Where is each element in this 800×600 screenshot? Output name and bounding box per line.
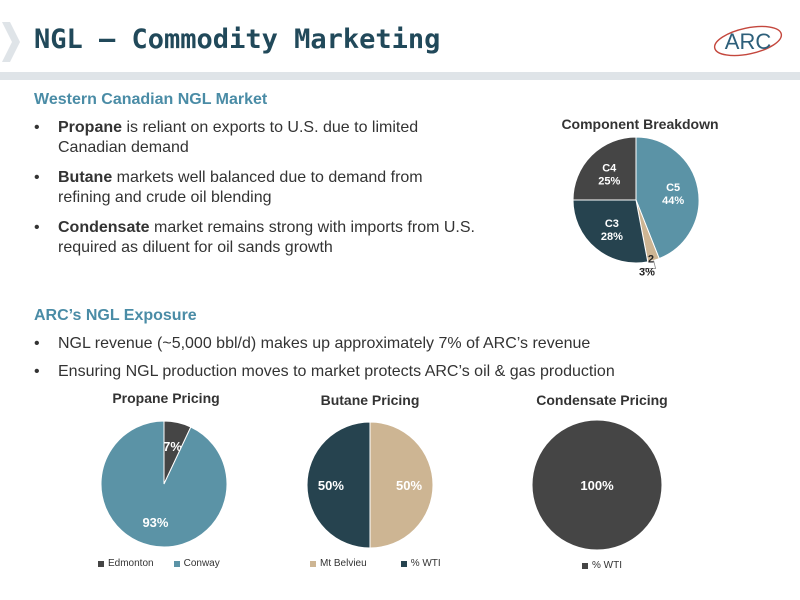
chart-title-propane: Propane Pricing bbox=[112, 390, 220, 406]
pie-slice-c4 bbox=[572, 136, 637, 201]
chart-title-condensate: Condensate Pricing bbox=[536, 392, 668, 408]
bullet-keyword: Condensate bbox=[58, 219, 150, 236]
legend-item: Edmonton bbox=[98, 558, 154, 569]
logo-text: ARC bbox=[725, 29, 772, 54]
header-divider bbox=[0, 72, 800, 80]
legend-swatch bbox=[98, 560, 104, 567]
section-heading-market: Western Canadian NGL Market bbox=[34, 91, 268, 108]
bullet-text-cont: required as diluent for oil sands growth bbox=[58, 239, 333, 256]
slice-category: C3 bbox=[605, 218, 619, 230]
pie-slice-c3 bbox=[572, 199, 649, 264]
legend-label: Edmonton bbox=[108, 558, 154, 569]
slice-label: 100% bbox=[580, 478, 614, 493]
slice-label: C3 28% bbox=[601, 218, 623, 243]
bullet-text: markets well balanced due to demand from bbox=[112, 169, 423, 186]
slice-label: 50% bbox=[318, 478, 344, 493]
pie-slice-mt-belvieu bbox=[369, 421, 434, 549]
slice-label: 7% bbox=[163, 439, 182, 454]
bullet-text: NGL revenue (~5,000 bbl/d) makes up appr… bbox=[58, 335, 591, 352]
bullet-ngl-revenue: • NGL revenue (~5,000 bbl/d) makes up app… bbox=[34, 335, 591, 352]
legend-swatch bbox=[173, 560, 180, 567]
legend-label: % WTI bbox=[592, 560, 622, 571]
legend-label: Conway bbox=[183, 558, 220, 569]
propane-legend: Edmonton Conway bbox=[98, 558, 220, 569]
pie-slice-c5 bbox=[635, 136, 700, 260]
condensate-pricing-pie: 100% bbox=[531, 419, 663, 551]
bullet-keyword: Propane bbox=[58, 119, 123, 136]
chevron-right-icon bbox=[2, 22, 20, 62]
slice-value: 28% bbox=[601, 231, 623, 243]
bullet-keyword: Butane bbox=[58, 169, 113, 186]
bullet-text: market remains strong with imports from … bbox=[149, 219, 475, 236]
section-heading-exposure: ARC’s NGL Exposure bbox=[34, 307, 197, 324]
legend-label: Mt Belvieu bbox=[320, 558, 367, 569]
legend-swatch bbox=[582, 562, 588, 569]
pie-slice-wti bbox=[306, 421, 371, 549]
bullet-text-cont: Canadian demand bbox=[58, 139, 189, 156]
slice-category: C4 bbox=[602, 162, 617, 174]
market-bullet-list: • Propane is reliant on exports to U.S. … bbox=[34, 118, 534, 258]
bullet-condensate: • Condensate market remains strong with … bbox=[34, 219, 475, 256]
page-title: NGL – Commodity Marketing bbox=[34, 24, 441, 55]
bullet-text: Ensuring NGL production moves to market … bbox=[58, 363, 615, 380]
bullet-propane: • Propane is reliant on exports to U.S. … bbox=[34, 119, 419, 156]
legend-item: % WTI bbox=[582, 560, 622, 571]
chart-title-component: Component Breakdown bbox=[561, 116, 719, 132]
slice-category: C5 bbox=[666, 182, 680, 194]
bullet-text-cont: refining and crude oil blending bbox=[58, 189, 272, 206]
legend-swatch bbox=[400, 560, 407, 567]
arc-logo: ARC bbox=[713, 25, 783, 57]
bullet-text: is reliant on exports to U.S. due to lim… bbox=[122, 119, 419, 136]
legend-label: % WTI bbox=[410, 558, 441, 569]
slice-label: C4 25% bbox=[598, 162, 620, 187]
exposure-bullet-list: • NGL revenue (~5,000 bbl/d) makes up app… bbox=[34, 334, 734, 382]
legend-item: Conway bbox=[173, 558, 220, 569]
legend-item: % WTI bbox=[400, 558, 441, 569]
slice-value: 44% bbox=[662, 195, 684, 207]
legend-swatch bbox=[310, 560, 316, 567]
leader-line bbox=[640, 260, 657, 269]
bullet-ngl-production: • Ensuring NGL production moves to market… bbox=[34, 363, 615, 380]
slice-value: 3% bbox=[639, 266, 655, 278]
slice-label: C5 44% bbox=[662, 182, 684, 207]
slice-label: 93% bbox=[142, 515, 168, 530]
butane-pricing-pie: 50% 50% bbox=[306, 421, 434, 549]
propane-pricing-pie: 7% 93% bbox=[100, 420, 228, 548]
slice-value: 25% bbox=[598, 175, 620, 187]
pie-slice-wti bbox=[531, 419, 663, 551]
chart-title-butane: Butane Pricing bbox=[320, 392, 420, 408]
legend-item: Mt Belvieu bbox=[310, 558, 367, 569]
butane-legend: Mt Belvieu % WTI bbox=[310, 558, 441, 569]
pie-slice-conway bbox=[100, 420, 228, 548]
bullet-butane: • Butane markets well balanced due to de… bbox=[34, 169, 423, 206]
slice-label: 50% bbox=[396, 478, 422, 493]
condensate-legend: % WTI bbox=[582, 560, 622, 571]
